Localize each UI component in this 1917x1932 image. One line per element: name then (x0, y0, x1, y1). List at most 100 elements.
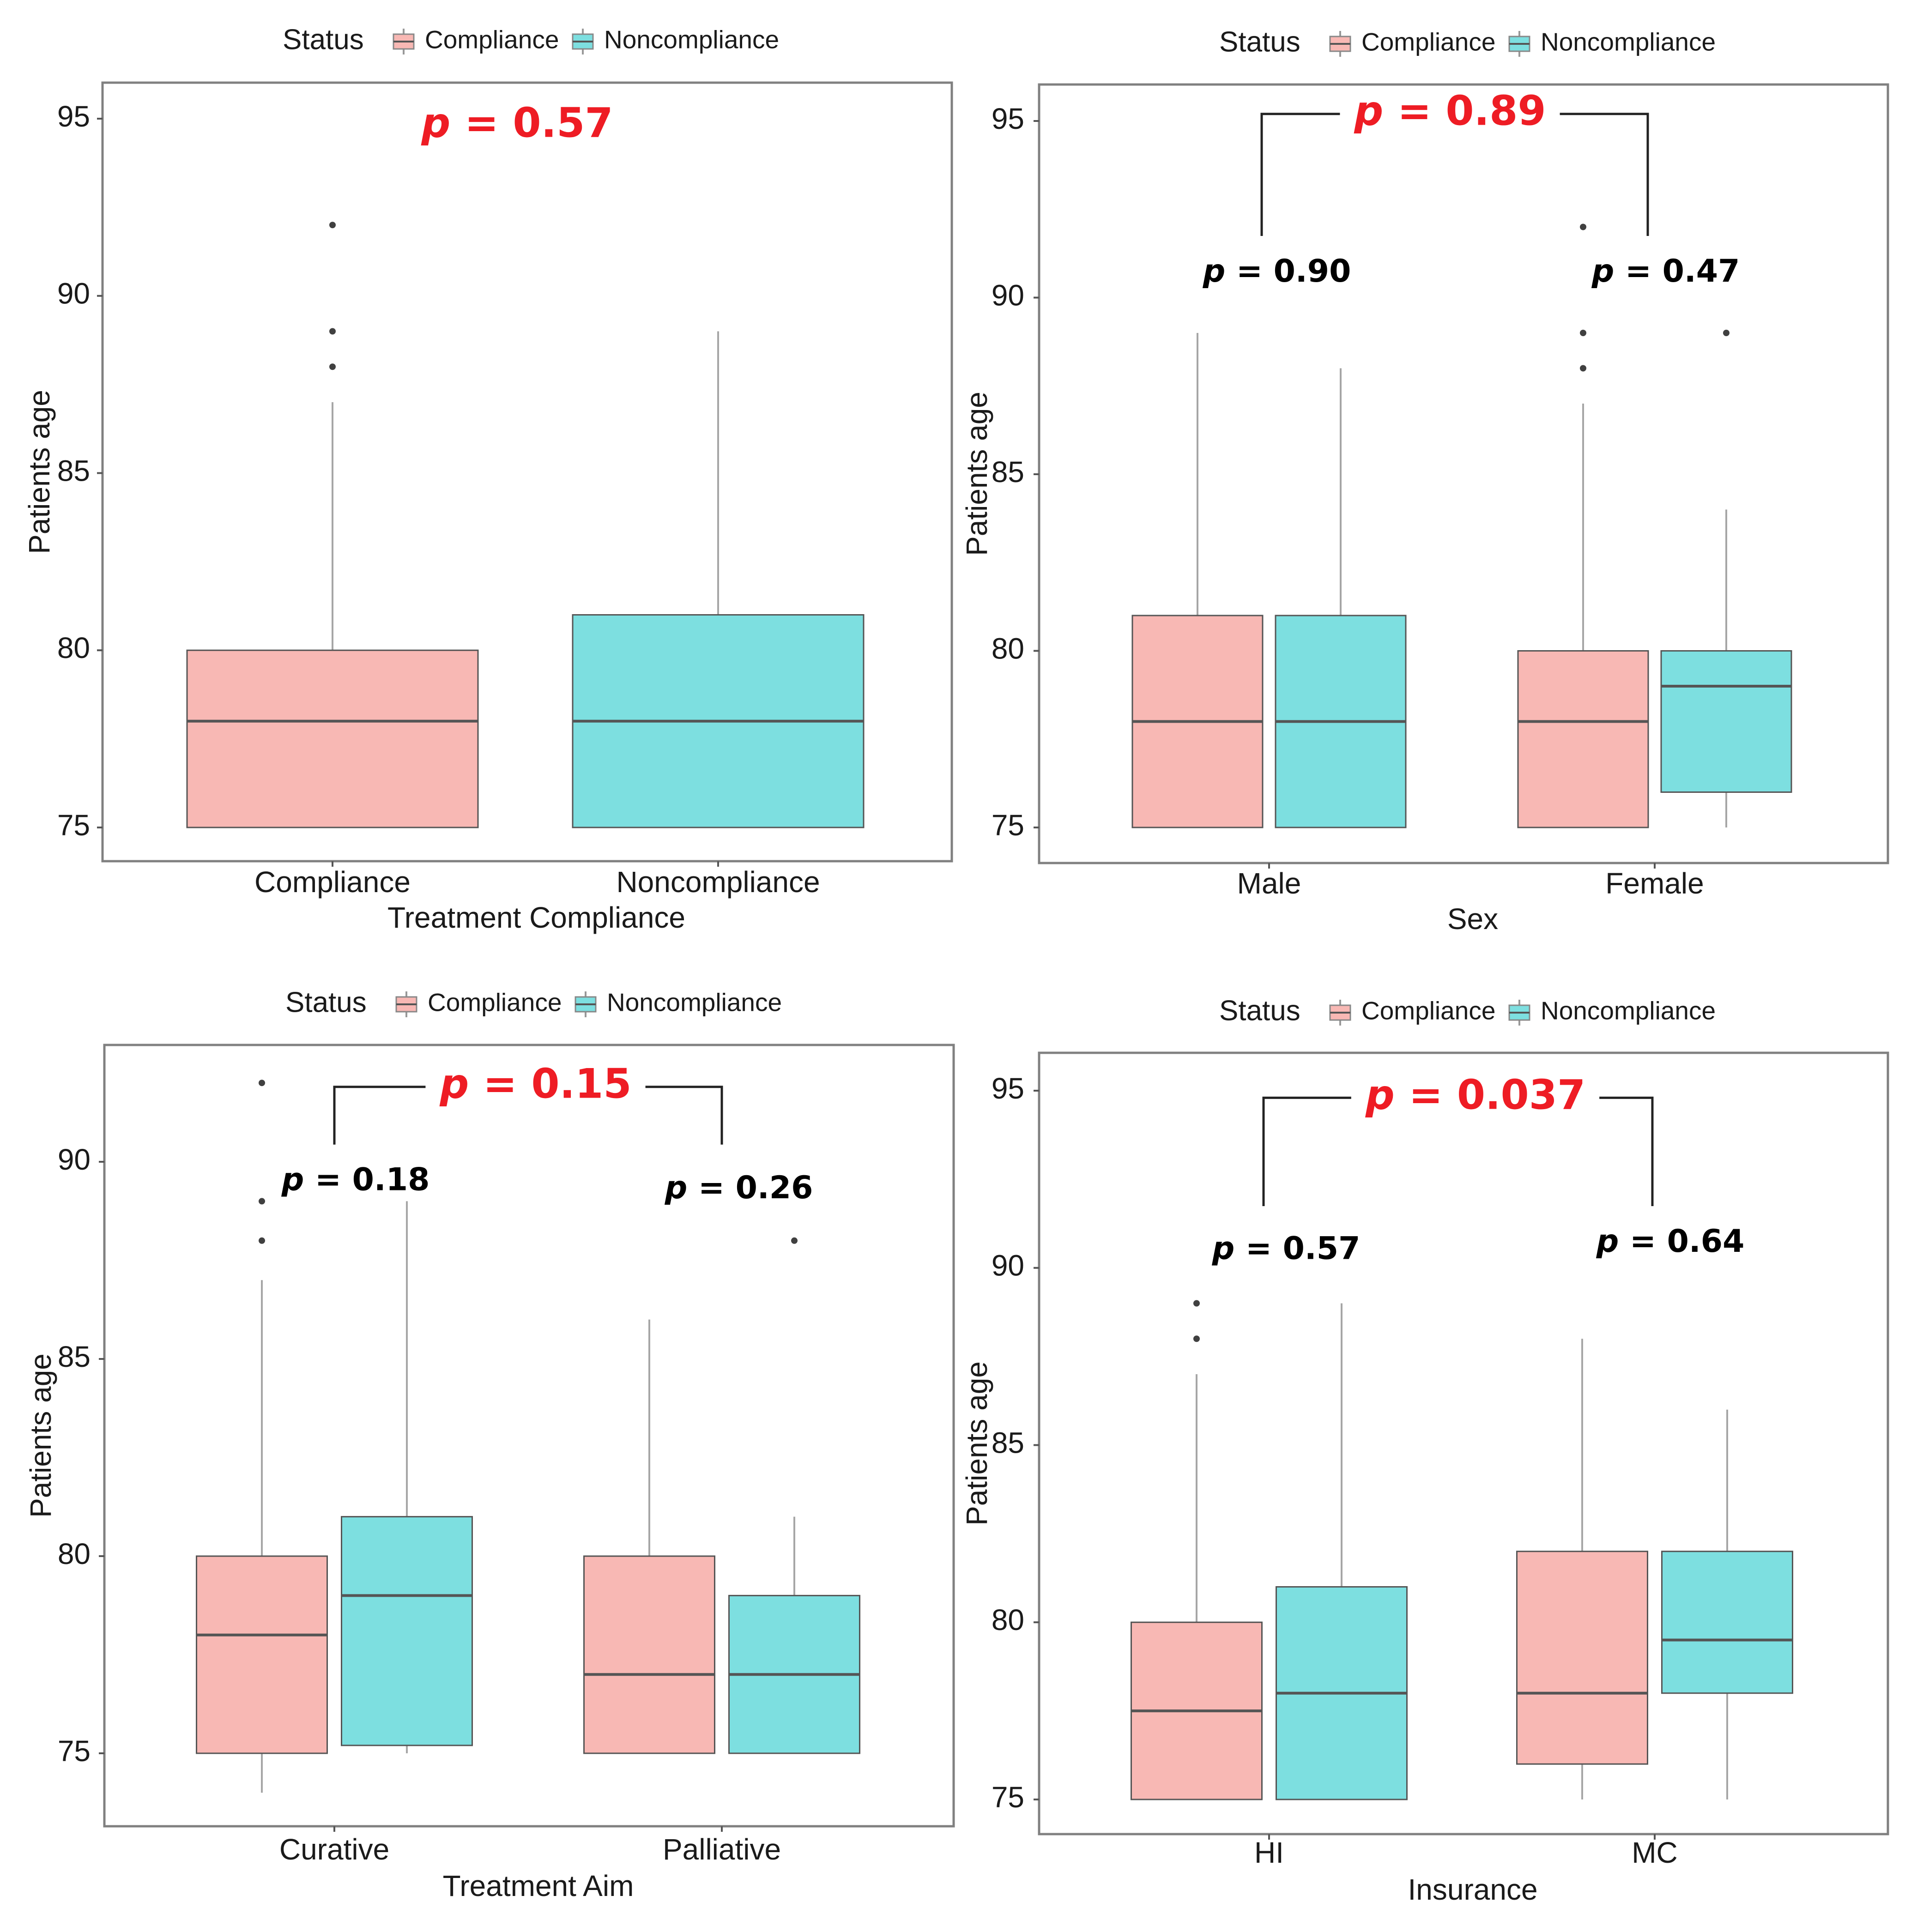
box-compliance-hi (1131, 1300, 1263, 1800)
y-tick-label-80: 80 (992, 1603, 1024, 1636)
x-tick-label-curative: Curative (279, 1833, 389, 1866)
outlier-point-1 (259, 1198, 265, 1205)
y-axis-label: Patients age (960, 392, 993, 556)
legend: Status Compliance Noncompliance (283, 24, 779, 55)
box-noncompliance-hi (1276, 1303, 1408, 1800)
x-axis-label: Treatment Compliance (387, 901, 685, 934)
legend-title: Status (283, 24, 364, 55)
legend-item-compliance: Compliance (1361, 996, 1495, 1025)
box-compliance-palliative (583, 1319, 715, 1754)
p-symbol: p (439, 1060, 469, 1108)
legend-title: Status (285, 986, 367, 1018)
y-tick-label-90: 90 (58, 1143, 91, 1176)
box-noncompliance-palliative (728, 1237, 860, 1754)
legend-item-compliance: Compliance (1361, 28, 1495, 56)
panel-4: Status Compliance Noncompliance 75 80 85 90 95 P… (960, 995, 1889, 1906)
p-value-curative: p = 0.18 (281, 1161, 430, 1198)
panel-2: Status Compliance Noncompliance 75 80 85 90 95 P… (960, 26, 1889, 936)
legend-item-noncompliance: Noncompliance (604, 25, 779, 54)
y-axis-label: Patients age (960, 1361, 993, 1526)
y-tick-label-90: 90 (992, 278, 1024, 312)
p-symbol: p (1203, 253, 1226, 289)
p-value-palliative: p = 0.26 (665, 1169, 813, 1206)
box-noncompliance-male (1275, 368, 1407, 828)
p-symbol: p (1365, 1071, 1395, 1118)
y-axis-label: Patients age (24, 1353, 57, 1518)
comparison-bracket (1260, 113, 1649, 236)
p-value-text: = 0.57 (1234, 1230, 1360, 1267)
outlier-point-1 (329, 328, 336, 335)
p-value-hi: p = 0.57 (1212, 1230, 1361, 1267)
p-value-text: = 0.037 (1395, 1071, 1585, 1118)
y-axis-label: Patients age (23, 390, 56, 554)
legend: Status Compliance Noncompliance (1219, 26, 1716, 58)
p-value-text: = 0.64 (1619, 1223, 1744, 1260)
p-value-mc: p = 0.64 (1596, 1223, 1745, 1260)
y-tick-label-85: 85 (992, 1426, 1024, 1459)
legend-item-compliance: Compliance (428, 988, 562, 1017)
p-value-overall: p = 0.037 (1365, 1071, 1585, 1118)
y-tick-label-90: 90 (992, 1249, 1024, 1282)
y-tick-label-90: 90 (57, 277, 90, 310)
p-value-female: p = 0.47 (1591, 253, 1740, 289)
p-symbol: p (1596, 1223, 1619, 1260)
plot-frame (101, 81, 953, 863)
box-compliance-male (1131, 333, 1264, 828)
p-value-text: = 0.18 (304, 1161, 429, 1198)
outlier-point-1 (1580, 330, 1586, 336)
y-tick-label-80: 80 (992, 632, 1024, 665)
outlier-point-2 (329, 222, 336, 229)
p-value-text: = 0.57 (450, 99, 613, 146)
p-value-male: p = 0.90 (1203, 253, 1351, 289)
panel-3: Status Compliance Noncompliance 75 80 85 90 Pat… (24, 986, 955, 1902)
y-tick-label-95: 95 (992, 1072, 1024, 1105)
y-tick-label-85: 85 (57, 454, 90, 487)
box-compliance-mc (1516, 1339, 1648, 1799)
y-tick-label-75: 75 (992, 1781, 1024, 1814)
p-value-overall: p = 0.89 (1354, 87, 1546, 135)
y-tick-label-75: 75 (57, 809, 90, 842)
box-iqr (1661, 1551, 1793, 1694)
p-value-text: = 0.15 (469, 1060, 631, 1108)
x-tick-label-palliative: Palliative (663, 1833, 781, 1866)
box-iqr (583, 1555, 715, 1754)
x-tick-label-mc: MC (1632, 1836, 1678, 1869)
comparison-bracket (1262, 1096, 1654, 1207)
legend-title: Status (1219, 995, 1300, 1026)
outlier-point-0 (259, 1237, 265, 1244)
y-tick-label-95: 95 (57, 100, 90, 133)
p-value-overall: p = 0.15 (439, 1060, 631, 1108)
y-tick-label-75: 75 (58, 1734, 91, 1768)
y-tick-label-80: 80 (58, 1537, 91, 1570)
box-compliance-curative (196, 1080, 328, 1793)
outlier-point-0 (791, 1237, 798, 1244)
legend: Status Compliance Noncompliance (1219, 995, 1716, 1026)
box-iqr (1516, 1551, 1648, 1765)
outlier-point-2 (259, 1080, 265, 1087)
y-tick-label-80: 80 (57, 631, 90, 664)
outlier-point-1 (1193, 1300, 1200, 1307)
x-axis-label: Sex (1447, 902, 1498, 936)
p-value-overall: p = 0.57 (421, 99, 613, 146)
p-symbol: p (1591, 253, 1615, 289)
y-tick-label-85: 85 (992, 455, 1024, 489)
box-compliance-compliance (186, 222, 479, 828)
p-value-text: = 0.26 (687, 1169, 813, 1206)
p-value-text: = 0.89 (1383, 87, 1546, 135)
box-iqr (341, 1516, 473, 1746)
x-tick-label-noncompliance: Noncompliance (616, 865, 820, 899)
x-axis-label: Treatment Aim (443, 1869, 634, 1902)
plot-frame (1038, 1051, 1889, 1835)
p-value-text: = 0.47 (1614, 253, 1740, 289)
outlier-point-0 (1193, 1335, 1200, 1342)
p-value-text: = 0.90 (1225, 253, 1351, 289)
legend-title: Status (1219, 26, 1300, 58)
box-noncompliance-noncompliance (572, 331, 865, 828)
y-tick-label-75: 75 (992, 809, 1024, 842)
x-tick-label-male: Male (1237, 867, 1301, 900)
x-axis-label: Insurance (1408, 1873, 1537, 1906)
box-iqr (196, 1555, 328, 1754)
outlier-point-2 (1580, 223, 1586, 230)
box-iqr (186, 649, 479, 828)
